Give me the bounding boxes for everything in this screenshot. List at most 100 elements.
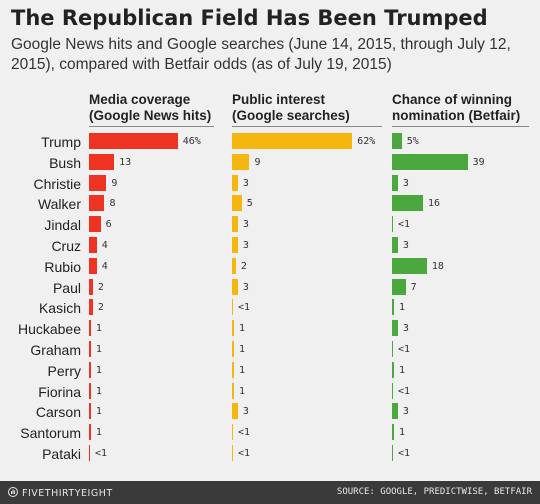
footer-bar: FIVETHIRTYEIGHT SOURCE: GOOGLE, PREDICTW…	[0, 481, 540, 504]
odds-value-label: 5%	[406, 136, 419, 147]
candidate-label: Rubio	[44, 258, 81, 275]
media-value-label: 1	[95, 385, 102, 397]
brand: FIVETHIRTYEIGHT	[8, 487, 113, 499]
odds-bar	[392, 195, 424, 212]
media-value-label: 1	[95, 344, 102, 355]
odds-column-rule	[392, 126, 529, 127]
media-bar	[89, 278, 93, 295]
interest-value-label: 3	[242, 406, 249, 418]
interest-header-line-1: Public interest	[232, 92, 326, 107]
candidate-label: Trump	[41, 134, 81, 150]
candidate-label: Bush	[49, 154, 81, 171]
interest-column-rule	[232, 126, 382, 127]
interest-bar	[232, 361, 234, 378]
candidate-label: Kasich	[38, 300, 81, 317]
interest-bar	[232, 216, 238, 233]
odds-value-label: 16	[428, 198, 441, 210]
media-value-label: 46%	[182, 136, 201, 147]
interest-bar	[232, 237, 238, 253]
odds-value-label: 3	[402, 323, 409, 335]
interest-value-label: 1	[238, 344, 245, 355]
odds-bar	[392, 320, 398, 337]
odds-value-label: <1	[398, 219, 411, 231]
source-credit: SOURCE: GOOGLE, PREDICTWISE, BETFAIR	[336, 487, 532, 497]
candidate-label: Jindal	[44, 217, 81, 234]
odds-value-label: 3	[402, 240, 409, 251]
media-value-label: 2	[97, 302, 104, 314]
odds-column-header: Chance of winning nomination (Betfair)	[392, 92, 520, 124]
odds-bar	[392, 299, 394, 316]
odds-value-label: 39	[472, 156, 485, 168]
odds-bar	[392, 424, 394, 441]
media-header-line-1: Media coverage	[89, 92, 191, 107]
media-bar	[89, 195, 105, 212]
media-bar	[89, 361, 91, 378]
odds-value-label: <1	[398, 385, 411, 397]
candidate-label: Santorum	[20, 425, 81, 442]
odds-bar	[392, 257, 427, 274]
media-column-rule	[89, 126, 214, 127]
odds-value-label: 1	[398, 427, 405, 439]
interest-bar	[232, 174, 238, 191]
interest-value-label: 1	[238, 323, 245, 335]
interest-header-line-2: (Google searches)	[232, 108, 350, 123]
odds-bar	[392, 382, 393, 399]
candidate-label: Christie	[33, 175, 81, 192]
interest-bar	[232, 133, 353, 149]
interest-bar	[232, 195, 242, 212]
media-value-label: 2	[97, 281, 104, 293]
odds-header-line-1: Chance of winning	[392, 92, 512, 107]
candidate-label: Walker	[37, 196, 81, 213]
interest-value-label: <1	[238, 448, 251, 459]
candidate-label: Graham	[30, 342, 81, 358]
candidate-label: Carson	[35, 404, 81, 421]
media-bar	[89, 237, 97, 253]
media-bar	[89, 153, 115, 170]
media-value-label: 1	[95, 364, 102, 376]
media-value-label: 6	[105, 219, 112, 231]
odds-bar	[392, 403, 398, 420]
media-bar	[89, 341, 91, 357]
interest-column-header: Public interest (Google searches)	[232, 92, 350, 124]
chart-subtitle: Google News hits and Google searches (Ju…	[11, 36, 511, 73]
odds-header-line-2: nomination (Betfair)	[392, 108, 521, 123]
media-value-label: <1	[95, 448, 108, 459]
media-value-label: 1	[95, 427, 102, 439]
interest-value-label: <1	[238, 427, 251, 439]
candidate-label: Cruz	[51, 238, 81, 254]
interest-bar	[232, 153, 250, 170]
odds-bar	[392, 133, 402, 149]
interest-value-label: 3	[242, 281, 249, 293]
odds-value-label: 3	[402, 406, 409, 418]
chart-title: The Republican Field Has Been Trumped	[11, 6, 488, 30]
media-value-label: 4	[101, 240, 108, 251]
odds-bar	[392, 174, 398, 191]
interest-value-label: 62%	[357, 136, 376, 147]
media-value-label: 4	[101, 260, 108, 272]
odds-bar	[392, 216, 393, 233]
odds-bar	[392, 153, 468, 170]
media-value-label: 8	[109, 198, 116, 210]
odds-value-label: <1	[398, 344, 411, 355]
interest-bar	[232, 278, 238, 295]
interest-value-label: 5	[246, 198, 253, 210]
interest-value-label: 9	[254, 156, 261, 168]
interest-value-label: 1	[238, 364, 245, 376]
media-value-label: 9	[111, 177, 118, 189]
interest-bar	[232, 445, 233, 461]
interest-value-label: 1	[238, 385, 245, 397]
interest-value-label: 3	[242, 240, 249, 251]
candidate-label: Fiorina	[38, 383, 81, 400]
candidate-label: Huckabee	[17, 321, 81, 338]
odds-value-label: 18	[431, 260, 444, 272]
interest-bar	[232, 320, 234, 337]
media-bar	[89, 299, 93, 316]
media-bar	[89, 216, 101, 233]
candidate-label: Paul	[52, 279, 81, 296]
interest-bar	[232, 403, 238, 420]
media-bar	[89, 382, 91, 399]
odds-value-label: <1	[398, 448, 411, 459]
interest-bar	[232, 257, 236, 274]
odds-value-label: 7	[410, 281, 417, 293]
interest-value-label: <1	[238, 302, 251, 314]
